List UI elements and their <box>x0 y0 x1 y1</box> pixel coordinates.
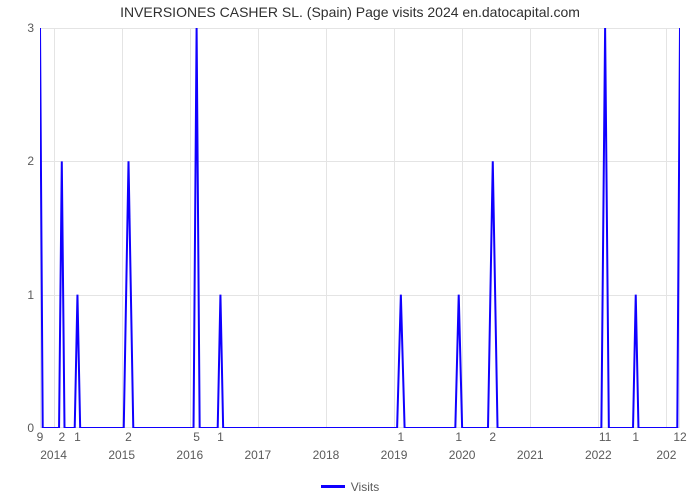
value-label: 1 <box>74 430 81 444</box>
value-label: 11 <box>599 430 611 444</box>
value-label: 5 <box>193 430 200 444</box>
plot-area: 0123201420152016201720182019202020212022… <box>40 28 680 428</box>
x-tick-label: 202 <box>656 448 676 462</box>
y-tick-label: 0 <box>14 421 34 435</box>
legend-label: Visits <box>351 480 379 494</box>
x-tick-label: 2015 <box>108 448 135 462</box>
legend-swatch <box>321 485 345 488</box>
chart-container: INVERSIONES CASHER SL. (Spain) Page visi… <box>0 0 700 500</box>
value-label: 2 <box>125 430 132 444</box>
value-label: 2 <box>58 430 65 444</box>
x-tick-label: 2018 <box>313 448 340 462</box>
x-tick-label: 2020 <box>449 448 476 462</box>
x-tick-label: 2016 <box>176 448 203 462</box>
value-label: 2 <box>489 430 496 444</box>
chart-svg <box>40 28 680 428</box>
value-label: 9 <box>37 430 44 444</box>
x-tick-label: 2017 <box>245 448 272 462</box>
value-label: 1 <box>632 430 639 444</box>
value-label: 1 <box>398 430 405 444</box>
x-tick-label: 2021 <box>517 448 544 462</box>
x-tick-label: 2022 <box>585 448 612 462</box>
legend: Visits <box>0 480 700 494</box>
x-tick-label: 2014 <box>40 448 67 462</box>
value-label: 1 <box>217 430 224 444</box>
value-label: 1 <box>455 430 462 444</box>
y-tick-label: 3 <box>14 21 34 35</box>
y-tick-label: 2 <box>14 154 34 168</box>
value-label: 12 <box>673 430 686 444</box>
chart-title: INVERSIONES CASHER SL. (Spain) Page visi… <box>0 4 700 20</box>
x-tick-label: 2019 <box>381 448 408 462</box>
y-tick-label: 1 <box>14 288 34 302</box>
